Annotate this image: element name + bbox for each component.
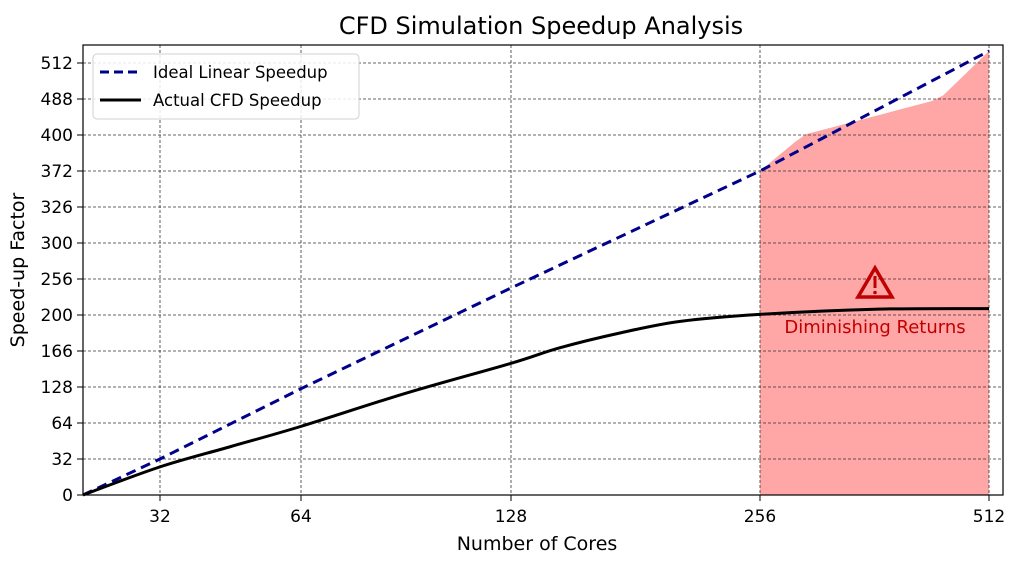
chart-title: CFD Simulation Speedup Analysis [339,12,743,40]
y-tick-label: 400 [41,126,73,146]
ideal-speedup-line [82,49,990,497]
x-tick-label: 32 [149,507,171,527]
y-tick-label: 488 [41,90,73,110]
y-tick-label: 512 [41,54,73,74]
warning-exclamation-dot [873,290,877,295]
y-tick-label: 300 [41,234,73,254]
y-tick-label: 256 [41,270,73,290]
annotation-text: Diminishing Returns [784,317,965,338]
actual-speedup-line [82,307,990,497]
warning-triangle-outline [854,264,896,299]
x-tick-label: 128 [495,507,527,527]
legend-label: Actual CFD Speedup [153,91,322,110]
diminishing-returns-region [760,51,989,495]
x-tick-label: 64 [290,507,312,527]
y-tick-label: 200 [41,306,73,326]
y-tick-label: 166 [41,342,73,362]
y-tick-label: 64 [51,414,73,434]
y-tick-label: 0 [62,486,73,506]
y-tick-label: 372 [41,162,73,182]
legend-label: Ideal Linear Speedup [153,63,328,82]
legend-box [92,53,360,120]
x-tick-label: 256 [744,507,776,527]
y-axis-label: Speed-up Factor [7,192,29,347]
y-tick-label: 326 [41,198,73,218]
plot-frame [82,44,1004,496]
x-tick-label: 512 [973,507,1005,527]
y-tick-label: 128 [41,378,73,398]
y-tick-label: 32 [51,450,73,470]
x-axis-label: Number of Cores [457,533,618,555]
warning-triangle-icon [854,264,896,299]
